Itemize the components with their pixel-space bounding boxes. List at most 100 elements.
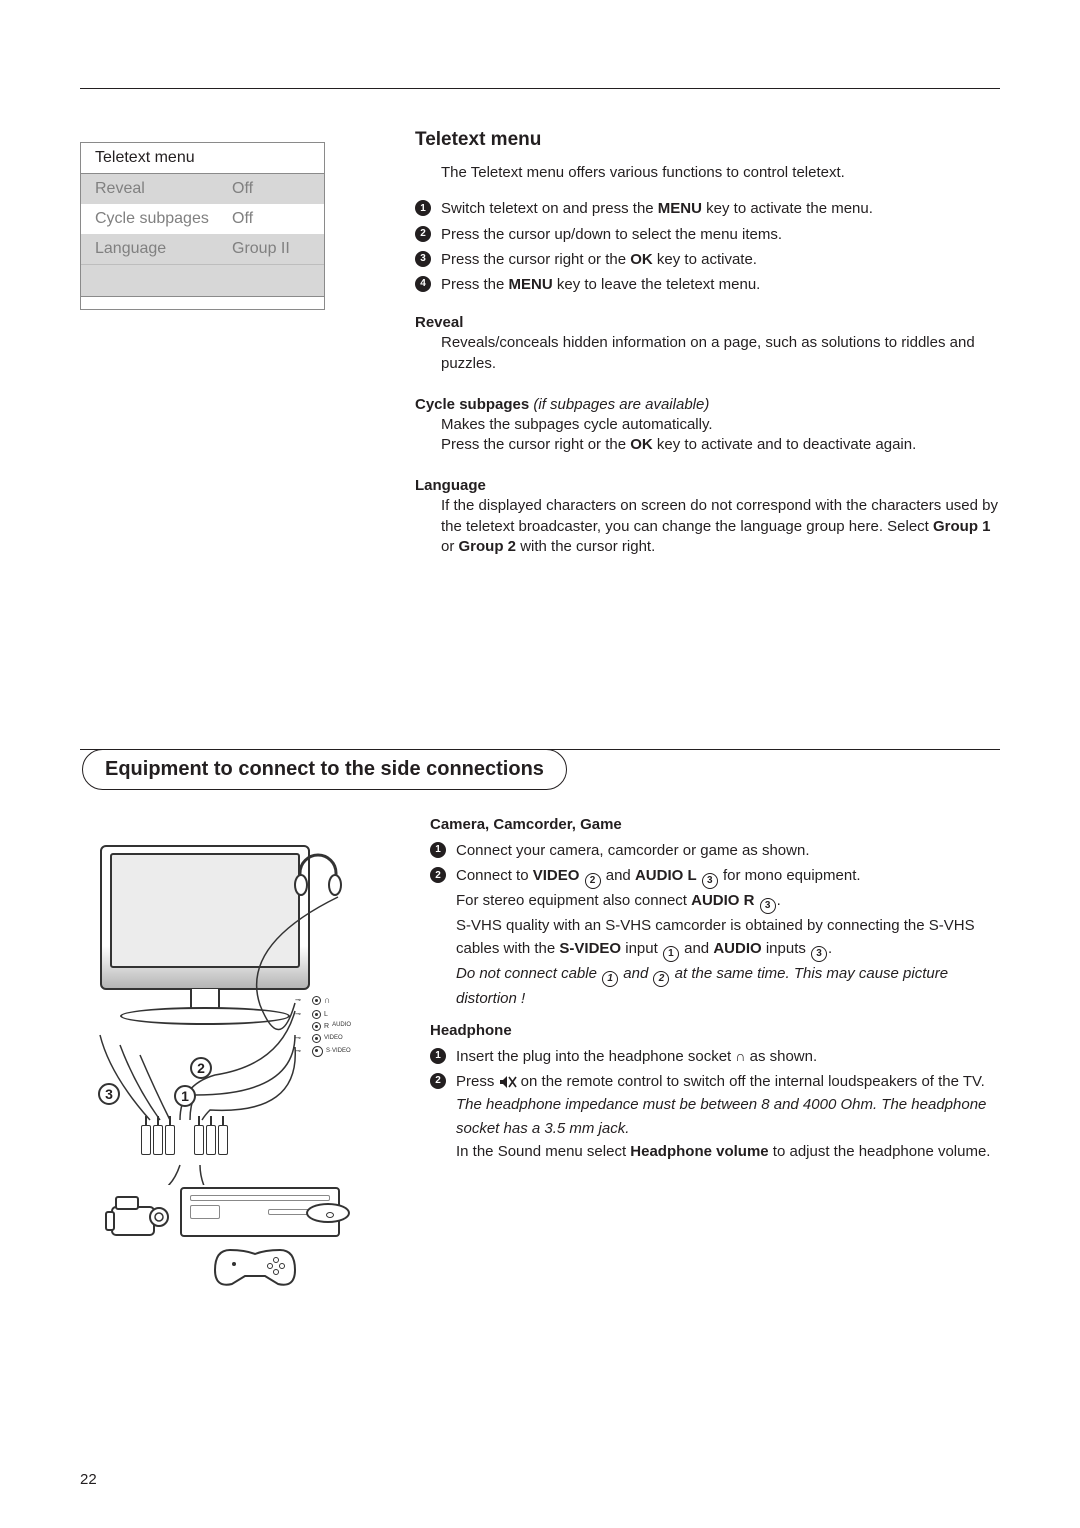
menu-row-cycle: Cycle subpages Off — [81, 204, 324, 234]
step-number-icon: 4 — [415, 276, 431, 292]
illustration-column: ⊸ ∩ ⊸ L R AUDIO ⊸ VIDEO ⊸ S·VIDEO — [80, 829, 380, 1285]
step-2: 2 Press the cursor up/down to select the… — [415, 223, 1000, 246]
t: MENU — [509, 276, 553, 293]
ref-3-icon: 3 — [811, 946, 827, 962]
t: to adjust the headphone volume. — [769, 1143, 991, 1160]
t: Headphone volume — [630, 1143, 768, 1160]
port-audio-r: R AUDIO — [295, 1022, 351, 1031]
t: and — [680, 940, 713, 957]
t: with the cursor right. — [516, 538, 655, 555]
step-text: Insert the plug into the headphone socke… — [456, 1045, 817, 1068]
cycle-body: Makes the subpages cycle automatically. … — [441, 415, 1000, 456]
teletext-steps: 1 Switch teletext on and press the MENU … — [415, 197, 1000, 296]
menu-row-value: Off — [232, 210, 310, 228]
t: MENU — [658, 200, 702, 217]
top-section: Teletext menu Reveal Off Cycle subpages … — [80, 129, 1000, 579]
cycle-note: (if subpages are available) — [533, 396, 709, 413]
headphone-step-2: 2 Press on the remote control to switch … — [430, 1070, 1000, 1163]
step-number-icon: 1 — [415, 200, 431, 216]
language-block: Language If the displayed characters on … — [415, 477, 1000, 557]
jack-icon — [312, 1046, 323, 1057]
t: Press the cursor right or the — [441, 251, 630, 268]
step-text: Press the cursor right or the OK key to … — [441, 248, 757, 271]
t: key to activate. — [653, 251, 757, 268]
callout-1-icon: 1 — [174, 1085, 196, 1107]
step-number-icon: 2 — [430, 867, 446, 883]
warning-text: Do not connect cable 1 and 2 at the same… — [456, 965, 948, 1007]
t: Makes the subpages cycle automatically. — [441, 416, 713, 433]
rca-plugs-icon — [140, 1125, 229, 1160]
headphone-icon — [290, 847, 346, 915]
step-1: 1 Switch teletext on and press the MENU … — [415, 197, 1000, 220]
step-text: Press the cursor up/down to select the m… — [441, 223, 782, 246]
equipment-section-bar: Equipment to connect to the side connect… — [80, 749, 1000, 790]
t: Press the cursor right or the — [441, 436, 630, 453]
t: for mono equipment. — [719, 867, 861, 884]
t: For stereo equipment also connect — [456, 892, 691, 909]
menu-header-label: Teletext menu — [95, 149, 310, 167]
t: Press — [456, 1073, 499, 1090]
reveal-title: Reveal — [415, 314, 1000, 331]
t: AUDIO R — [691, 892, 754, 909]
t: OK — [630, 436, 653, 453]
t: . — [777, 892, 781, 909]
t: or — [441, 538, 459, 555]
t: Group 2 — [459, 538, 517, 555]
menu-row-value: Off — [232, 180, 310, 198]
teletext-menu-table: Teletext menu Reveal Off Cycle subpages … — [80, 142, 325, 310]
tv-base-icon — [120, 1007, 290, 1025]
connection-illustration: ⊸ ∩ ⊸ L R AUDIO ⊸ VIDEO ⊸ S·VIDEO — [80, 835, 360, 1285]
headphone-block: Headphone 1 Insert the plug into the hea… — [430, 1022, 1000, 1163]
step-number-icon: 1 — [430, 842, 446, 858]
t: S·VIDEO — [326, 1048, 351, 1056]
menu-row-label: Reveal — [95, 180, 232, 198]
t: key to activate the menu. — [702, 200, 873, 217]
camera-step-2: 2 Connect to VIDEO 2 and AUDIO L 3 for m… — [430, 864, 1000, 1010]
t: AUDIO — [713, 940, 761, 957]
port-video: ⊸ VIDEO — [295, 1034, 351, 1043]
reveal-body: Reveals/conceals hidden information on a… — [441, 333, 1000, 374]
t: AUDIO — [332, 1022, 351, 1030]
ref-2-icon: 2 — [653, 971, 669, 987]
equipment-section: ⊸ ∩ ⊸ L R AUDIO ⊸ VIDEO ⊸ S·VIDEO — [80, 816, 1000, 1285]
jack-icon — [312, 1034, 321, 1043]
ref-1-icon: 1 — [663, 946, 679, 962]
step-number-icon: 2 — [430, 1073, 446, 1089]
mute-icon — [499, 1073, 517, 1090]
menu-row-empty — [81, 296, 324, 309]
t: inputs — [762, 940, 810, 957]
t: Press the — [441, 276, 509, 293]
reveal-block: Reveal Reveals/conceals hidden informati… — [415, 314, 1000, 374]
page-number: 22 — [80, 1471, 97, 1488]
t: In the Sound menu select — [456, 1143, 630, 1160]
port-audio-l: ⊸ L — [295, 1010, 351, 1019]
step-number-icon: 1 — [430, 1048, 446, 1064]
language-body: If the displayed characters on screen do… — [441, 496, 1000, 557]
t: as shown. — [745, 1048, 817, 1065]
menu-row-language: Language Group II — [81, 234, 324, 264]
step-text: Press on the remote control to switch of… — [456, 1070, 1000, 1163]
side-panel-ports: ⊸ ∩ ⊸ L R AUDIO ⊸ VIDEO ⊸ S·VIDEO — [295, 995, 351, 1060]
t: L — [324, 1010, 328, 1019]
headphone-steps: 1 Insert the plug into the headphone soc… — [430, 1045, 1000, 1163]
camera-steps: 1 Connect your camera, camcorder or game… — [430, 839, 1000, 1010]
camera-block: Camera, Camcorder, Game 1 Connect your c… — [430, 816, 1000, 1010]
t: and — [619, 965, 652, 982]
language-title: Language — [415, 477, 1000, 494]
step-text: Press the MENU key to leave the teletext… — [441, 273, 760, 296]
t: . — [828, 940, 832, 957]
ref-2-icon: 2 — [585, 873, 601, 889]
step-4: 4 Press the MENU key to leave the telete… — [415, 273, 1000, 296]
left-column: Teletext menu Reveal Off Cycle subpages … — [80, 142, 325, 579]
port-svideo: ⊸ S·VIDEO — [295, 1046, 351, 1057]
dvd-player-icon — [180, 1187, 340, 1237]
t: Cycle subpages — [415, 396, 529, 413]
menu-row-label: Cycle subpages — [95, 210, 232, 228]
port-headphone: ⊸ ∩ — [295, 995, 351, 1007]
t: Insert the plug into the headphone socke… — [456, 1048, 735, 1065]
t: Connect to — [456, 867, 533, 884]
callout-3-icon: 3 — [98, 1083, 120, 1105]
camera-step-1: 1 Connect your camera, camcorder or game… — [430, 839, 1000, 862]
headphone-socket-icon: ∩ — [735, 1048, 745, 1064]
ref-3-icon: 3 — [760, 898, 776, 914]
